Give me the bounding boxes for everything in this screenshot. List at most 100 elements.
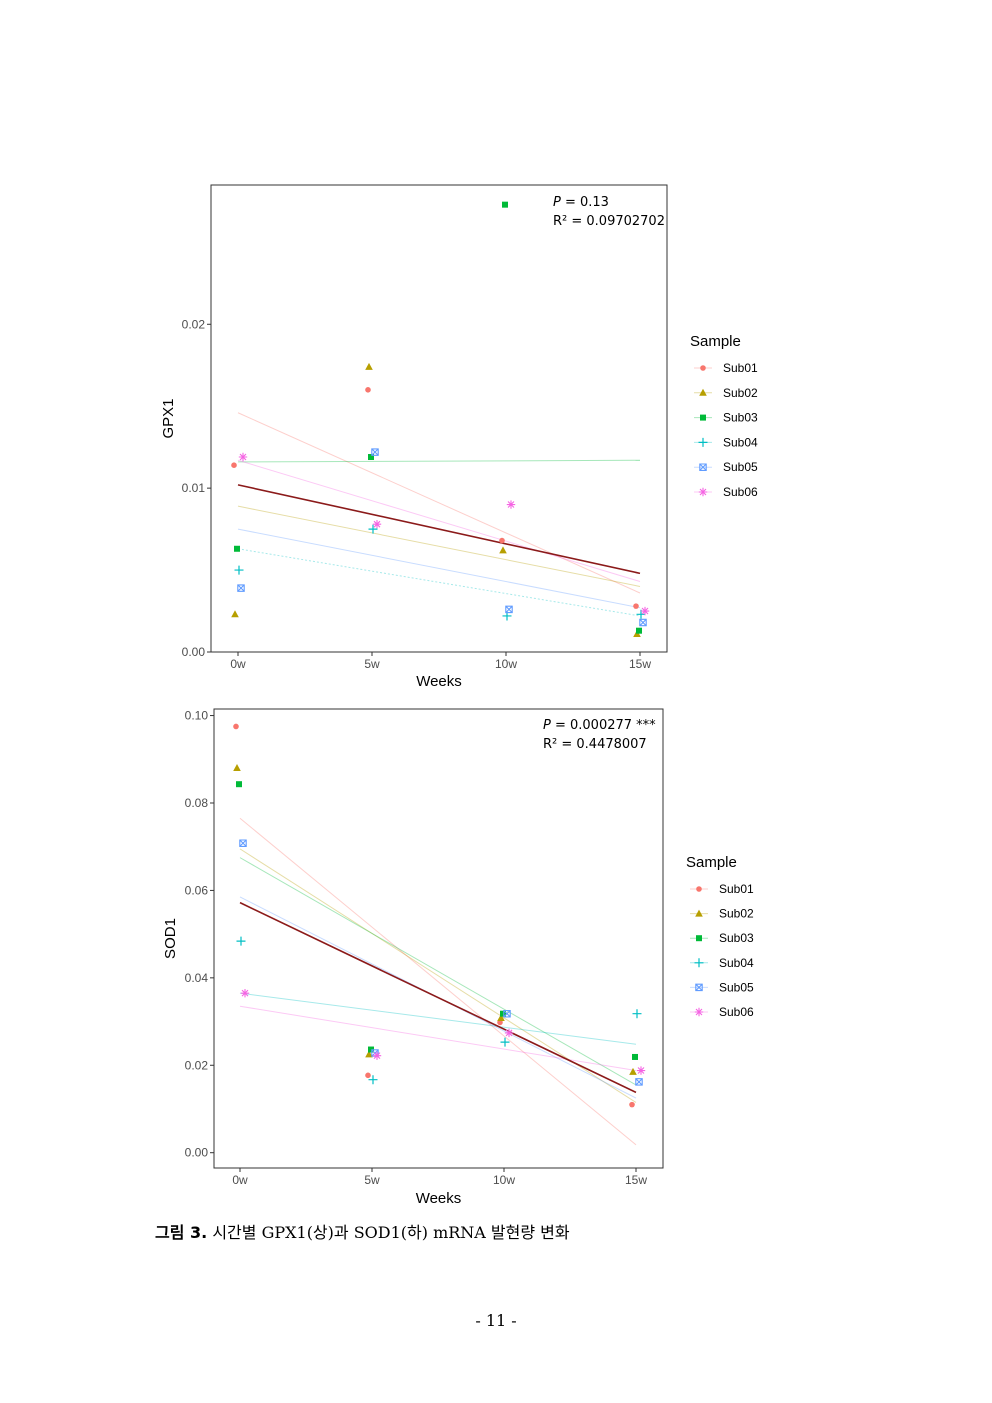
data-point (497, 1014, 505, 1022)
y-tick-label: 0.10 (185, 709, 209, 723)
y-tick-label: 0.04 (185, 971, 209, 985)
legend-label: Sub03 (719, 931, 754, 945)
r-squared-label: R² = 0.09702702 (553, 214, 665, 229)
data-point (365, 362, 373, 370)
legend-key-marker (695, 983, 703, 992)
legend-label: Sub06 (723, 485, 758, 499)
x-tick-label: 5w (364, 1173, 380, 1187)
p-value-label: P = 0.13 (553, 195, 609, 210)
data-point (636, 1066, 646, 1075)
data-point (636, 627, 642, 634)
x-tick-label: 5w (364, 657, 380, 671)
legend-title: Sample (686, 854, 737, 871)
legend-label: Sub04 (723, 435, 758, 449)
figure-caption-label: 그림 3. (155, 1223, 208, 1242)
legend-key-marker (700, 365, 706, 371)
legend-label: Sub02 (719, 907, 754, 921)
legend-key-marker (700, 414, 706, 421)
page-number: - 11 - (475, 1311, 517, 1330)
figure-caption: 그림 3. 시간별 GPX1(상)과 SOD1(하) mRNA 발현량 변화 (155, 1219, 570, 1243)
x-tick-label: 0w (230, 657, 246, 671)
y-tick-label: 0.01 (182, 481, 206, 495)
data-point (234, 565, 244, 575)
plot-panel-border (210, 184, 668, 653)
y-tick-label: 0.02 (182, 317, 206, 331)
data-point (506, 500, 516, 509)
legend-key-marker (694, 958, 704, 968)
y-tick-label: 0.02 (185, 1058, 209, 1072)
x-axis-title: Weeks (416, 1190, 462, 1207)
y-tick-label: 0.00 (185, 1146, 209, 1160)
y-tick-label: 0.06 (185, 883, 209, 897)
data-point (233, 723, 239, 730)
legend-label: Sub04 (719, 956, 754, 970)
legend-label: Sub01 (723, 361, 758, 375)
data-point (632, 1053, 638, 1060)
data-point (640, 606, 650, 616)
data-point (371, 448, 379, 456)
data-point (499, 546, 507, 554)
data-point (239, 839, 247, 847)
legend-key-marker (698, 437, 708, 447)
legend-key-marker (699, 463, 707, 471)
legend: Sample Sub01 Sub02 Sub03 Sub04 Sub05 Sub06 (686, 854, 754, 1019)
data-point (633, 603, 639, 609)
legend-label: Sub02 (723, 386, 758, 400)
x-tick-label: 0w (232, 1173, 248, 1187)
y-axis-title: SOD1 (162, 918, 179, 959)
data-point (365, 1072, 371, 1079)
data-point (500, 1037, 510, 1047)
data-point (372, 519, 382, 529)
series-fit-line (239, 992, 637, 1045)
figure-caption-text: 시간별 GPX1(상)과 SOD1(하) mRNA 발현량 변화 (212, 1223, 570, 1242)
series-fit-line (239, 857, 637, 1086)
sod1-chart: 0.00 0.02 0.04 0.06 0.08 0.10 0w 5w 10w 15w Weeks S… (162, 708, 754, 1207)
series-fit-line (239, 1005, 637, 1072)
data-point (368, 524, 378, 534)
data-point (639, 618, 647, 627)
x-tick-label: 10w (495, 657, 517, 671)
legend-label: Sub01 (719, 882, 754, 896)
y-tick-label: 0.08 (185, 796, 209, 810)
data-point (231, 610, 239, 618)
data-point (233, 764, 241, 772)
legend-title: Sample (690, 333, 741, 350)
data-point (632, 1009, 642, 1019)
legend-label: Sub06 (719, 1005, 754, 1019)
legend-key-marker (694, 1007, 704, 1017)
data-point (236, 781, 242, 788)
x-tick-label: 10w (493, 1173, 515, 1187)
series-fit-line (237, 505, 641, 587)
data-point (629, 1067, 637, 1075)
legend-key-marker (699, 388, 707, 396)
data-point (503, 1009, 511, 1018)
legend-key-marker (698, 487, 708, 497)
data-point (368, 1075, 378, 1085)
series-fit-line (237, 412, 641, 594)
gpx1-chart: 0.00 0.01 0.02 0w 5w 10w 15w Weeks GPX1 P = 0.13 R… (160, 184, 758, 690)
legend-label: Sub03 (723, 411, 758, 425)
data-point (234, 545, 240, 552)
series-fit-line (237, 548, 641, 617)
data-point (368, 454, 374, 461)
x-axis-title: Weeks (416, 673, 462, 690)
series-fit-line (237, 459, 641, 583)
data-point (365, 387, 371, 393)
data-point (372, 1051, 382, 1060)
data-point (365, 1050, 373, 1058)
x-tick-label: 15w (629, 657, 651, 671)
y-axis-title: GPX1 (160, 398, 177, 438)
plot-panel-border (213, 708, 664, 1169)
legend: Sample Sub01 Sub02 Sub03 Sub04 Sub05 Sub06 (690, 333, 758, 499)
legend-label: Sub05 (723, 460, 758, 474)
data-point (635, 1078, 643, 1086)
data-point (500, 1010, 506, 1017)
data-point (238, 452, 248, 462)
data-point (505, 605, 513, 614)
x-tick-label: 15w (625, 1173, 647, 1187)
data-point (236, 936, 246, 946)
r-squared-label: R² = 0.4478007 (543, 737, 647, 752)
data-point (368, 1046, 374, 1053)
y-tick-label: 0.00 (182, 645, 206, 659)
